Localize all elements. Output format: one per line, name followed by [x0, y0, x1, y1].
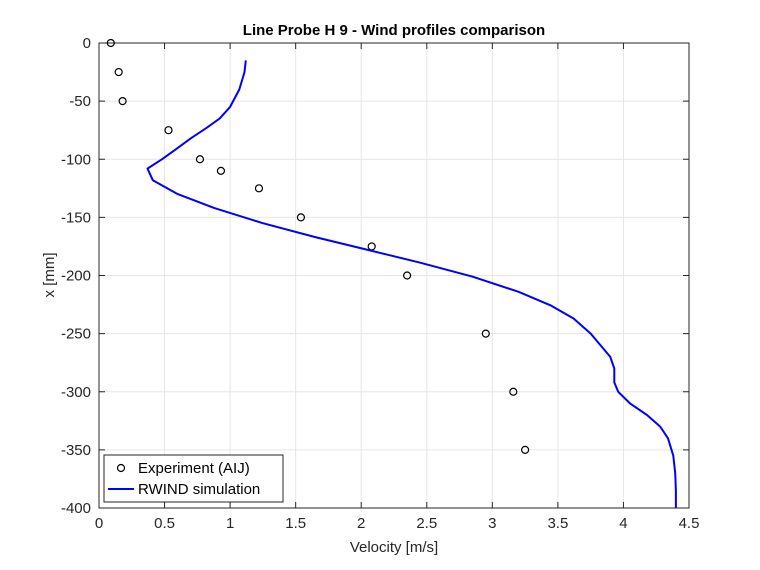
- x-tick-label: 1: [226, 515, 234, 532]
- data-point-experiment: [195, 155, 205, 164]
- data-point-experiment: [296, 213, 306, 222]
- chart-title: Line Probe H 9 - Wind profiles compariso…: [243, 22, 545, 39]
- y-tick-label: -150: [61, 209, 91, 226]
- y-tick-label: -100: [61, 151, 91, 168]
- data-point-experiment: [106, 38, 115, 48]
- data-point-experiment: [521, 445, 530, 454]
- series-line-rwind-simulation: [146, 60, 677, 508]
- x-tick-label: 4: [619, 515, 627, 532]
- x-tick-label: 3.5: [547, 515, 568, 532]
- y-axis-label: x [mm]: [41, 253, 58, 298]
- x-tick-label: 2.5: [416, 515, 437, 532]
- x-tick-label: 2: [357, 515, 365, 532]
- x-axis-ticks: [98, 43, 690, 508]
- x-tick-label: 4.5: [679, 515, 700, 532]
- y-tick-label: -300: [61, 384, 91, 401]
- data-point-experiment: [216, 166, 226, 175]
- data-point-experiment: [509, 387, 518, 396]
- legend-box: [103, 454, 284, 503]
- y-tick-label: 0: [83, 35, 91, 52]
- y-axis-ticks: [99, 42, 689, 509]
- legend-marker-experiment: [116, 463, 126, 473]
- y-tick-label: -350: [61, 442, 91, 459]
- data-point-experiment: [164, 126, 173, 135]
- x-tick-label: 1.5: [285, 515, 306, 532]
- legend: Experiment (AIJ) RWIND simulation: [103, 454, 284, 503]
- data-point-experiment: [481, 329, 490, 338]
- grid-horizontal: [99, 42, 689, 509]
- x-tick-label: 0: [95, 515, 103, 532]
- data-point-experiment: [403, 271, 412, 280]
- data-point-experiment: [254, 184, 264, 193]
- y-axis-tick-labels: 0 -50 -100 -150 -200 -250 -300 -350 -400: [61, 35, 91, 517]
- data-point-experiment: [114, 67, 123, 77]
- legend-label-simulation: RWIND simulation: [138, 481, 260, 498]
- y-tick-label: -250: [61, 326, 91, 343]
- x-tick-label: 3: [488, 515, 496, 532]
- x-tick-label: 0.5: [154, 515, 175, 532]
- x-axis-label: Velocity [m/s]: [350, 539, 438, 556]
- y-tick-label: -400: [61, 500, 91, 517]
- legend-label-experiment: Experiment (AIJ): [138, 460, 250, 477]
- y-tick-label: -50: [69, 93, 91, 110]
- x-axis-tick-labels: 0 0.5 1 1.5 2 2.5 3 3.5 4 4.5: [95, 515, 700, 532]
- data-point-experiment: [367, 242, 376, 251]
- data-point-experiment: [118, 97, 127, 106]
- series-layer: [106, 38, 677, 508]
- y-tick-label: -200: [61, 268, 91, 285]
